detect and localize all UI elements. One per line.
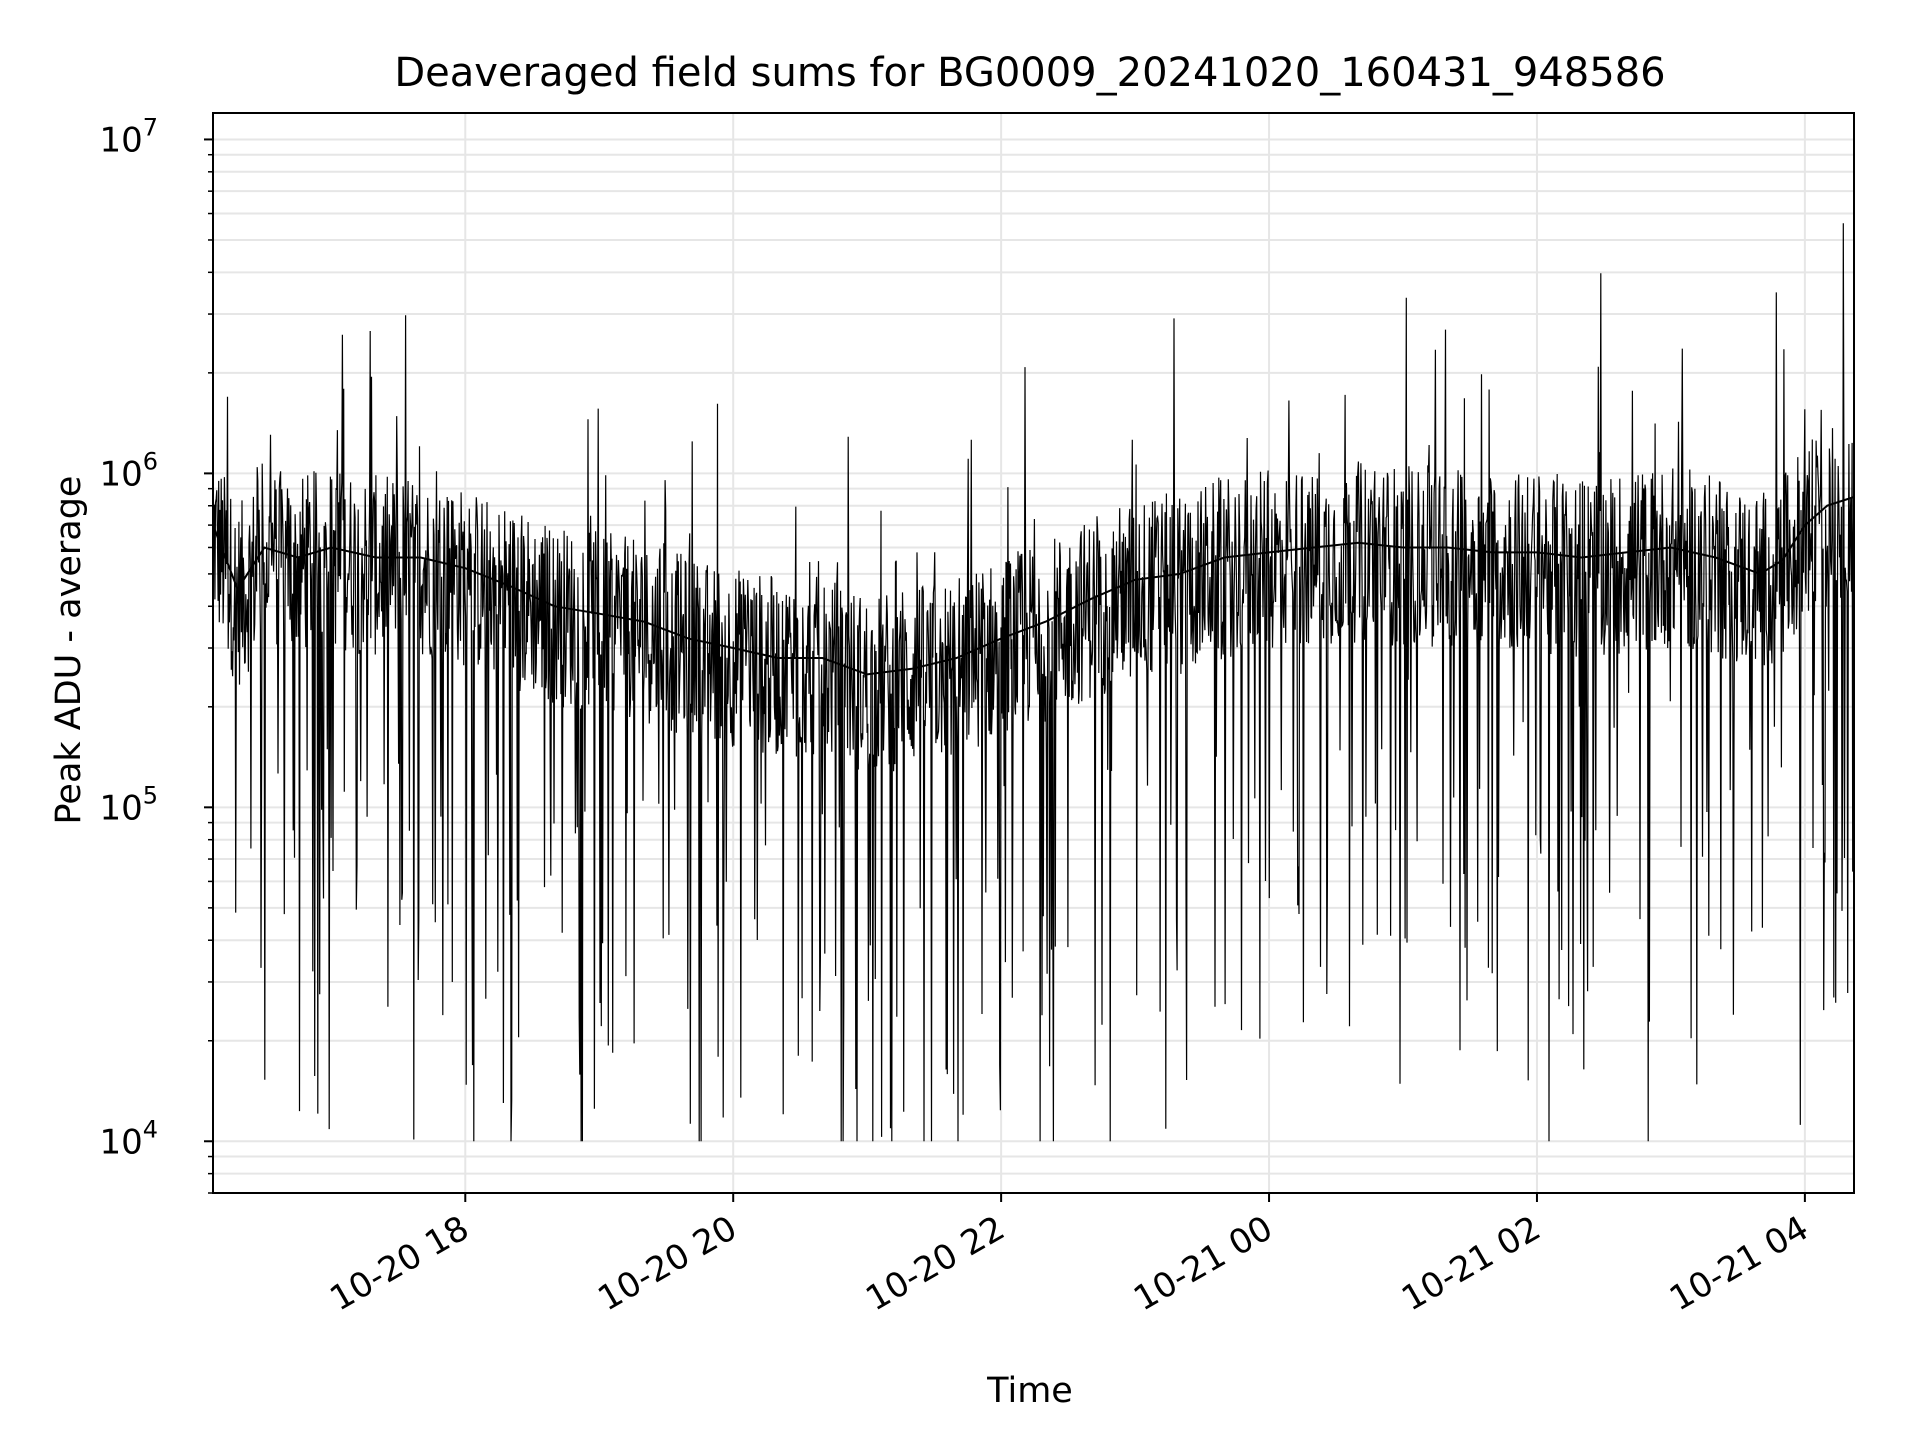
series-signal	[212, 223, 1855, 1142]
x-axis-label: Time	[986, 1371, 1073, 1411]
y-tick-label: 107	[99, 113, 158, 160]
plot-frame	[212, 112, 1855, 1194]
data-series	[212, 223, 1855, 1142]
chart-title: Deaveraged field sums for BG0009_2024102…	[394, 50, 1665, 96]
y-tick-label: 104	[99, 1115, 158, 1162]
y-tick-label: 105	[99, 781, 158, 828]
y-tick-label: 106	[99, 447, 158, 494]
y-axis-label: Peak ADU - average	[49, 476, 89, 825]
